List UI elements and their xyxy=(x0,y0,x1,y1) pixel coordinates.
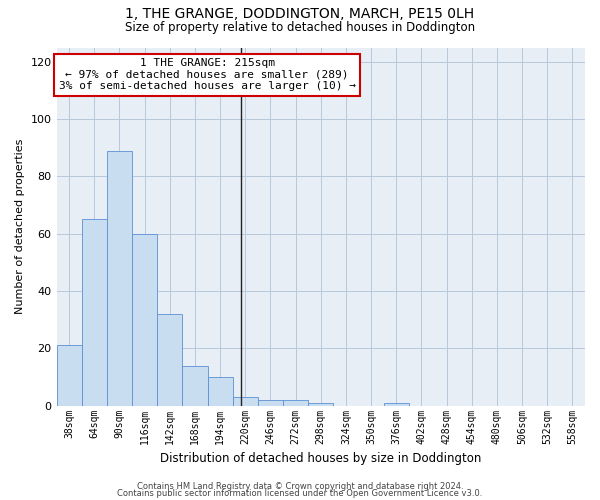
Bar xyxy=(107,150,132,406)
Bar xyxy=(283,400,308,406)
Bar xyxy=(132,234,157,406)
Bar xyxy=(308,403,334,406)
Text: Contains HM Land Registry data © Crown copyright and database right 2024.: Contains HM Land Registry data © Crown c… xyxy=(137,482,463,491)
Text: 1, THE GRANGE, DODDINGTON, MARCH, PE15 0LH: 1, THE GRANGE, DODDINGTON, MARCH, PE15 0… xyxy=(125,8,475,22)
Text: 1 THE GRANGE: 215sqm
← 97% of detached houses are smaller (289)
3% of semi-detac: 1 THE GRANGE: 215sqm ← 97% of detached h… xyxy=(59,58,356,92)
Y-axis label: Number of detached properties: Number of detached properties xyxy=(15,139,25,314)
Bar xyxy=(157,314,182,406)
Bar xyxy=(233,397,258,406)
X-axis label: Distribution of detached houses by size in Doddington: Distribution of detached houses by size … xyxy=(160,452,481,465)
Bar xyxy=(182,366,208,406)
Text: Contains public sector information licensed under the Open Government Licence v3: Contains public sector information licen… xyxy=(118,490,482,498)
Bar xyxy=(82,220,107,406)
Bar xyxy=(56,346,82,406)
Bar xyxy=(208,377,233,406)
Text: Size of property relative to detached houses in Doddington: Size of property relative to detached ho… xyxy=(125,21,475,34)
Bar xyxy=(258,400,283,406)
Bar xyxy=(383,403,409,406)
